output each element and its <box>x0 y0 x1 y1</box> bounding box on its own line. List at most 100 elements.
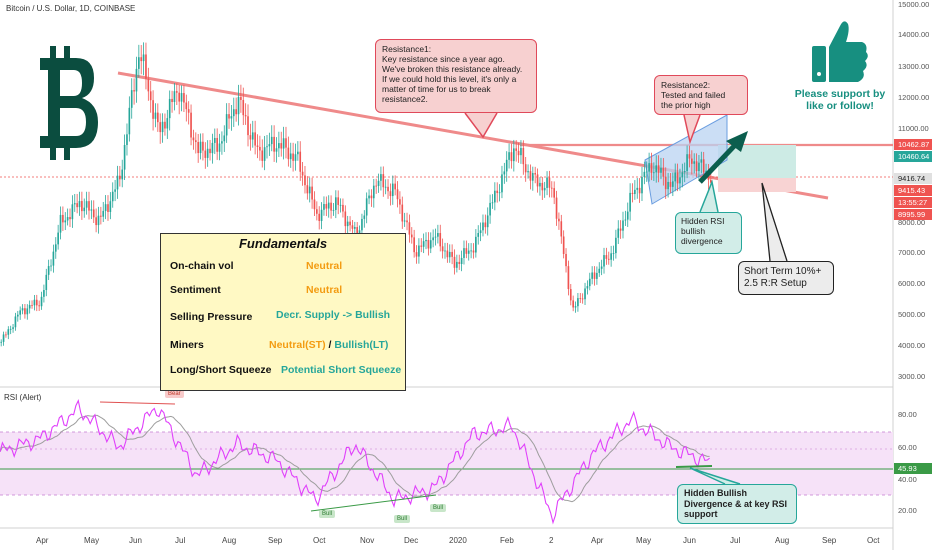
time-tick: 2 <box>549 536 554 545</box>
candle-body <box>225 114 228 136</box>
candle-body <box>83 207 86 212</box>
candle-body <box>515 148 518 151</box>
candle-body <box>439 233 442 247</box>
candle-body <box>429 240 432 249</box>
candle-body <box>700 159 703 163</box>
candle-body <box>218 143 221 152</box>
candle-body <box>356 227 359 237</box>
candle-body <box>643 171 646 177</box>
candle-body <box>130 90 133 108</box>
candle-body <box>657 165 660 173</box>
candle-body <box>230 116 233 119</box>
rsi-tick: 20.00 <box>898 506 917 515</box>
candle-body <box>413 237 415 253</box>
candle-body <box>19 310 22 315</box>
candle-body <box>145 54 147 79</box>
candle-body <box>702 159 705 173</box>
target-arrow-shaft <box>698 140 740 184</box>
candle-body <box>119 175 121 180</box>
candle-body <box>634 189 636 195</box>
bull-signal-tag: Bull <box>394 515 411 523</box>
candle-body <box>240 97 242 100</box>
candle-body <box>427 239 430 249</box>
candle-body <box>0 341 3 343</box>
candle-body <box>187 109 190 113</box>
candle-body <box>342 204 344 212</box>
time-tick: Nov <box>360 536 375 545</box>
candle-body <box>102 210 105 217</box>
callout-line: matter of time for us to break <box>382 84 491 94</box>
time-tick: May <box>636 536 652 545</box>
hidden-rsi-callout: Hidden RSI bullish divergence <box>675 212 742 254</box>
candle-body <box>368 195 370 199</box>
time-tick: Apr <box>591 536 604 545</box>
thumbs-up-icon <box>812 21 868 82</box>
candle-body <box>85 201 88 208</box>
candle-body <box>425 239 427 242</box>
candle-body <box>306 185 309 194</box>
candle-body <box>653 172 655 174</box>
fundamentals-label: Selling Pressure <box>170 311 253 323</box>
candle-body <box>683 171 686 173</box>
candle-body <box>31 304 33 306</box>
candle-body <box>555 197 558 219</box>
candle-body <box>297 151 299 155</box>
callout-line: We've broken this resistance already. <box>382 64 523 74</box>
candle-body <box>24 308 26 315</box>
time-tick: 2020 <box>449 536 467 545</box>
chart-title: Bitcoin / U.S. Dollar, 1D, COINBASE <box>6 4 136 13</box>
candle-body <box>603 255 605 267</box>
candle-body <box>441 246 444 252</box>
candle-body <box>280 143 283 149</box>
time-tick: Oct <box>313 536 326 545</box>
candle-body <box>185 102 188 110</box>
candle-body <box>494 190 496 203</box>
candle-body <box>228 114 230 119</box>
candle-body <box>463 248 465 258</box>
time-tick: Aug <box>775 536 790 545</box>
candle-body <box>446 250 449 258</box>
candle-body <box>638 187 641 194</box>
candle-body <box>636 187 639 190</box>
candle-body <box>88 201 90 211</box>
candle-body <box>524 164 527 173</box>
candle-body <box>496 190 499 193</box>
rsi-ma-line <box>0 414 710 503</box>
candle-body <box>278 143 280 149</box>
candle-body <box>553 188 556 198</box>
fundamentals-value: Neutral <box>306 284 343 296</box>
candle-body <box>81 201 83 212</box>
time-tick: Aug <box>222 536 237 545</box>
candle-body <box>211 142 214 154</box>
candle-body <box>43 290 45 297</box>
candle-body <box>9 328 12 330</box>
candle-body <box>173 91 176 103</box>
candle-body <box>508 152 510 160</box>
candle-body <box>178 92 181 102</box>
candle-body <box>235 109 237 115</box>
candle-body <box>292 153 294 161</box>
candle-body <box>543 187 546 191</box>
candle-body <box>401 204 404 222</box>
candle-body <box>16 314 19 317</box>
candle-body <box>180 93 183 102</box>
candle-body <box>501 174 503 193</box>
price-tick: 14000.00 <box>898 30 930 39</box>
candle-body <box>114 189 116 192</box>
rsi-line <box>0 399 710 525</box>
candle-body <box>574 306 577 308</box>
fundamentals-label: On-chain vol <box>170 260 234 272</box>
rsi-tick: 40.00 <box>898 475 917 484</box>
candle-body <box>624 219 627 221</box>
candle-body <box>190 112 192 138</box>
price-tick: 4000.00 <box>898 341 926 350</box>
candle-body <box>126 134 128 146</box>
short-term-pointer <box>761 182 788 262</box>
time-tick: May <box>84 536 100 545</box>
candle-body <box>622 220 624 231</box>
candle-body <box>377 180 380 187</box>
candle-body <box>517 150 520 156</box>
callout-line: the prior high <box>661 100 711 110</box>
candle-body <box>584 288 586 300</box>
candle-body <box>116 175 119 190</box>
